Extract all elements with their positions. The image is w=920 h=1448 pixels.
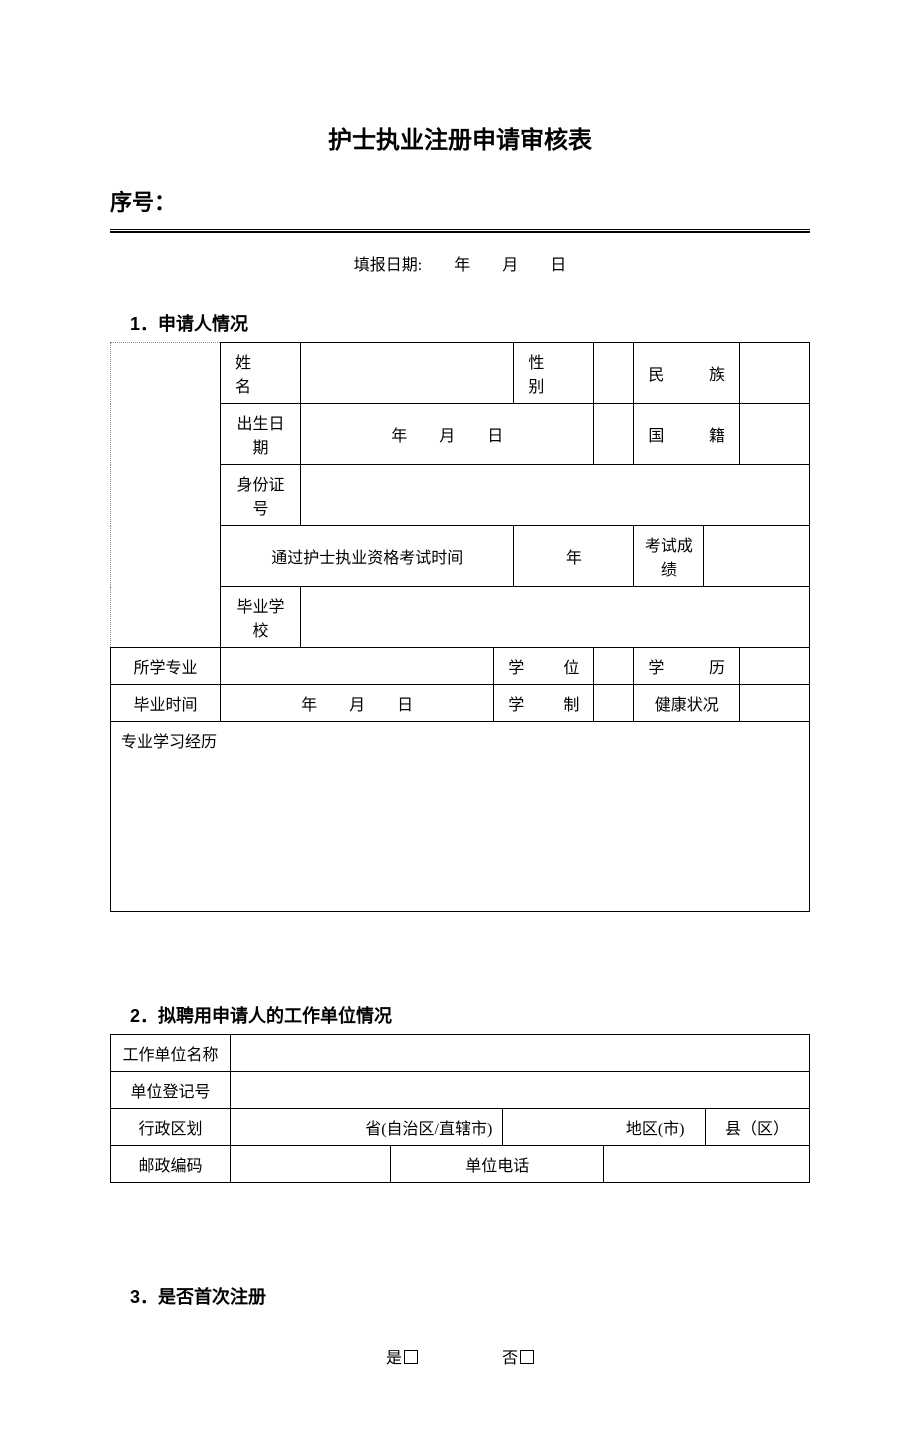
no-label: 否 (502, 1350, 518, 1367)
birth-value: 年 月 日 (301, 404, 594, 465)
divider (110, 229, 810, 233)
name-label: 姓 名 (221, 343, 301, 404)
spacer-2 (110, 1183, 810, 1283)
health-label: 健康状况 (634, 685, 740, 722)
exam-date-value: 年 (514, 526, 634, 587)
degree-value (594, 648, 634, 685)
birth-label: 出生日期 (221, 404, 301, 465)
exam-score-label: 考试成绩 (634, 526, 704, 587)
section3-heading: 3．是否首次注册 (130, 1283, 810, 1309)
grad-time-label: 毕业时间 (111, 685, 221, 722)
fill-date-year: 年 (454, 257, 470, 274)
no-option: 否 (502, 1344, 534, 1368)
exam-score-value (704, 526, 810, 587)
education-value (740, 648, 810, 685)
exam-date-label: 通过护士执业资格考试时间 (221, 526, 514, 587)
phone-value (604, 1146, 810, 1183)
gender-label: 性 别 (514, 343, 594, 404)
grad-time-value: 年 月 日 (221, 685, 494, 722)
health-value (740, 685, 810, 722)
county-label: 县（区） (705, 1109, 810, 1146)
spacer-1 (110, 912, 810, 1002)
school-value (301, 587, 810, 648)
admin-div-label: 行政区划 (111, 1109, 231, 1146)
fill-date-day: 日 (550, 257, 566, 274)
name-value (301, 343, 514, 404)
yes-option: 是 (386, 1344, 418, 1368)
first-registration-row: 是 否 (110, 1344, 810, 1368)
section2-heading: 2．拟聘用申请人的工作单位情况 (130, 1002, 810, 1028)
no-checkbox[interactable] (520, 1350, 534, 1364)
unit-reg-value (231, 1072, 810, 1109)
school-label: 毕业学校 (221, 587, 301, 648)
school-system-value (594, 685, 634, 722)
yes-label: 是 (386, 1350, 402, 1367)
phone-label: 单位电话 (391, 1146, 604, 1183)
photo-cell (111, 343, 221, 648)
nationality-label: 国 籍 (634, 404, 740, 465)
ethnic-value (740, 343, 810, 404)
ethnic-label: 民 族 (634, 343, 740, 404)
yes-checkbox[interactable] (404, 1350, 418, 1364)
study-history-cell: 专业学习经历 (111, 722, 810, 912)
postal-value (231, 1146, 391, 1183)
birth-blank (594, 404, 634, 465)
section1-heading: 1．申请人情况 (130, 310, 810, 336)
unit-name-value (231, 1035, 810, 1072)
postal-label: 邮政编码 (111, 1146, 231, 1183)
fill-date-label: 填报日期: (354, 257, 422, 274)
applicant-table: 姓 名 性 别 民 族 出生日期 年 月 日 国 籍 身份证号 通过护士执业资格… (110, 342, 810, 912)
serial-number-label: 序号： (110, 185, 810, 217)
fill-date-row: 填报日期: 年 月 日 (110, 251, 810, 275)
major-value (221, 648, 494, 685)
city-label: 地区(市) (503, 1109, 705, 1146)
education-label: 学 历 (634, 648, 740, 685)
school-system-label: 学 制 (494, 685, 594, 722)
unit-name-label: 工作单位名称 (111, 1035, 231, 1072)
document-title: 护士执业注册申请审核表 (110, 120, 810, 155)
province-label: 省(自治区/直辖市) (231, 1109, 503, 1146)
gender-value (594, 343, 634, 404)
id-label: 身份证号 (221, 465, 301, 526)
degree-label: 学 位 (494, 648, 594, 685)
unit-reg-label: 单位登记号 (111, 1072, 231, 1109)
fill-date-month: 月 (502, 257, 518, 274)
nationality-value (740, 404, 810, 465)
employer-table: 工作单位名称 单位登记号 行政区划 省(自治区/直辖市) 地区(市) 县（区） … (110, 1034, 810, 1183)
major-label: 所学专业 (111, 648, 221, 685)
id-value (301, 465, 810, 526)
